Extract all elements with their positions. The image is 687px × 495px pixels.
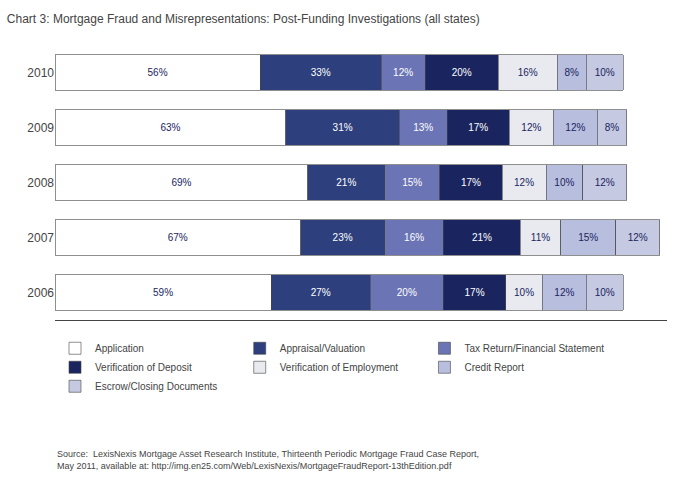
- svg-text:21%: 21%: [472, 232, 492, 243]
- svg-text:2010: 2010: [27, 66, 54, 80]
- svg-text:31%: 31%: [333, 122, 353, 133]
- svg-text:69%: 69%: [171, 177, 191, 188]
- svg-text:13%: 13%: [413, 122, 433, 133]
- svg-text:8%: 8%: [605, 122, 620, 133]
- svg-text:20%: 20%: [452, 67, 472, 78]
- svg-text:12%: 12%: [565, 122, 585, 133]
- svg-text:10%: 10%: [595, 287, 615, 298]
- svg-text:2007: 2007: [27, 231, 54, 245]
- svg-text:17%: 17%: [465, 287, 485, 298]
- svg-text:17%: 17%: [468, 122, 488, 133]
- svg-text:12%: 12%: [628, 232, 648, 243]
- svg-text:10%: 10%: [595, 67, 615, 78]
- svg-text:2009: 2009: [27, 121, 54, 135]
- svg-text:16%: 16%: [404, 232, 424, 243]
- svg-text:Source: LexisNexis Mortgage A: Source: LexisNexis Mortgage Asset Resear…: [57, 449, 479, 471]
- svg-text:Credit Report: Credit Report: [464, 362, 524, 373]
- svg-text:17%: 17%: [461, 177, 481, 188]
- svg-text:Application: Application: [95, 343, 144, 354]
- svg-text:12%: 12%: [514, 177, 534, 188]
- svg-text:2006: 2006: [27, 286, 54, 300]
- svg-text:12%: 12%: [393, 67, 413, 78]
- svg-text:10%: 10%: [554, 177, 574, 188]
- svg-text:10%: 10%: [514, 287, 534, 298]
- svg-text:8%: 8%: [564, 67, 579, 78]
- svg-text:Chart 3: Mortgage Fraud and Mi: Chart 3: Mortgage Fraud and Misrepresent…: [7, 12, 480, 26]
- svg-text:59%: 59%: [153, 287, 173, 298]
- svg-text:Escrow/Closing Documents: Escrow/Closing Documents: [95, 381, 217, 392]
- svg-text:Appraisal/Valuation: Appraisal/Valuation: [280, 343, 365, 354]
- svg-text:20%: 20%: [397, 287, 417, 298]
- svg-text:33%: 33%: [311, 67, 331, 78]
- svg-text:12%: 12%: [521, 122, 541, 133]
- svg-text:16%: 16%: [518, 67, 538, 78]
- svg-text:15%: 15%: [402, 177, 422, 188]
- svg-text:12%: 12%: [554, 287, 574, 298]
- svg-text:Tax Return/Financial Statement: Tax Return/Financial Statement: [464, 343, 604, 354]
- svg-text:56%: 56%: [148, 67, 168, 78]
- svg-text:63%: 63%: [160, 122, 180, 133]
- svg-text:11%: 11%: [531, 232, 550, 243]
- svg-text:21%: 21%: [336, 177, 356, 188]
- svg-text:23%: 23%: [333, 232, 353, 243]
- svg-text:27%: 27%: [311, 287, 331, 298]
- svg-text:2008: 2008: [27, 176, 54, 190]
- svg-text:12%: 12%: [595, 177, 615, 188]
- svg-text:Verification of Employment: Verification of Employment: [280, 362, 399, 373]
- svg-text:67%: 67%: [168, 232, 188, 243]
- svg-text:15%: 15%: [578, 232, 598, 243]
- svg-text:Verification of Deposit: Verification of Deposit: [95, 362, 192, 373]
